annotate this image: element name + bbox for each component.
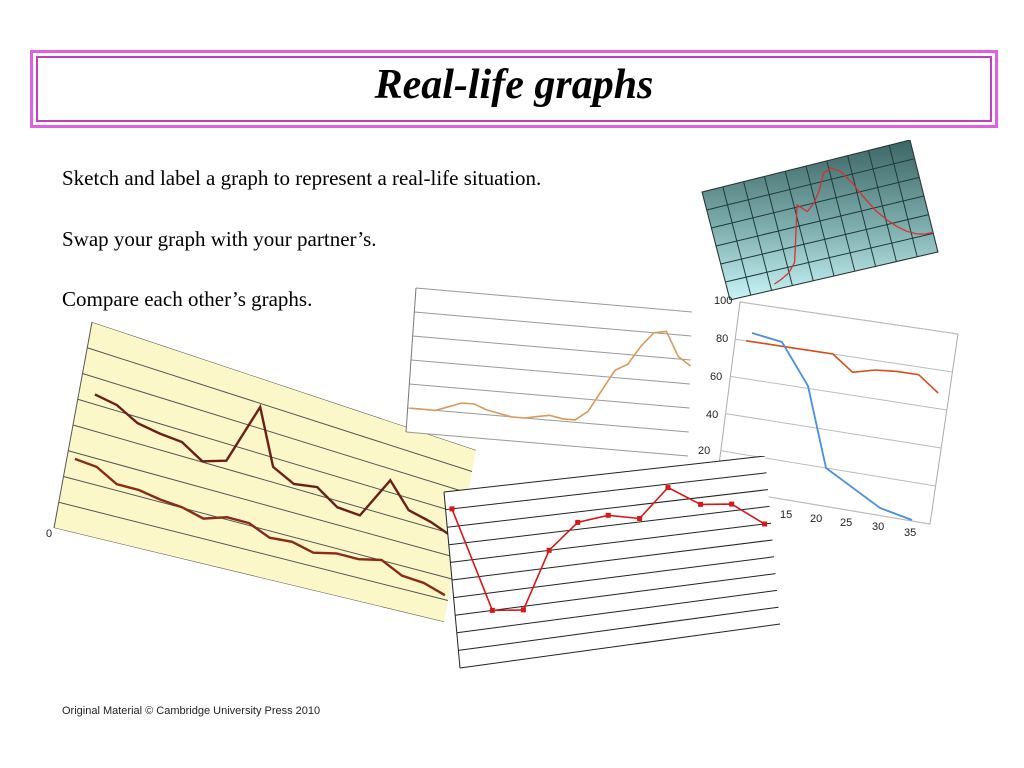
red-graph-data-point — [575, 519, 581, 525]
teal-grid-hline — [702, 140, 911, 193]
red-grid-hline — [451, 539, 773, 581]
teal-grid-hline — [725, 232, 934, 283]
ob-x-tick-label: 35 — [904, 527, 916, 539]
ob-y-tick-label: 20 — [698, 445, 710, 457]
red-graph-data-point — [729, 501, 735, 507]
red-graph-data-point — [546, 547, 552, 553]
teal-grid-hline — [706, 158, 915, 211]
ob-grid-hline — [730, 375, 947, 411]
tan-grid-hline — [414, 311, 692, 337]
tan-grid-hline — [405, 431, 689, 457]
red-graph-background — [444, 456, 780, 668]
title-box: Real-life graphs — [30, 50, 998, 128]
tan-grid-hline — [407, 407, 689, 433]
red-graph-y-axis — [443, 491, 461, 669]
ob-y-tick-label: 80 — [716, 333, 728, 345]
ob-y-tick-label: 40 — [706, 409, 718, 421]
footer-copyright: Original Material © Cambridge University… — [62, 705, 321, 717]
ob-y-tick-label: 100 — [714, 295, 732, 307]
yellow-graph-series-line-upper — [94, 393, 453, 538]
red-grid-hline — [448, 505, 770, 546]
red-graph-data-point — [762, 521, 768, 527]
red-grid-hline — [455, 573, 776, 616]
red-grid-hline — [459, 623, 781, 669]
red-grid-hline — [453, 556, 775, 599]
red-graph-data-point — [489, 607, 495, 613]
ob-y-tick-label: 60 — [710, 371, 722, 383]
yellow-grid-hline — [82, 373, 469, 494]
red-grid-hline — [443, 456, 766, 493]
ob-x-tick-label: 15 — [780, 509, 792, 521]
red-graph-data-point — [637, 515, 643, 521]
ob-x-tick-label: 30 — [872, 521, 884, 533]
tan-graph-y-axis — [405, 287, 417, 433]
teal-graph-series-line — [774, 167, 934, 285]
ob-x-tick-label: 25 — [840, 517, 852, 529]
yellow-grid-hline — [68, 450, 457, 558]
tan-grid-hline — [409, 383, 690, 409]
red-graph-data-point — [698, 501, 704, 507]
red-grid-hline — [450, 522, 772, 563]
tan-grid-hline — [412, 335, 691, 361]
ob-grid-hline — [739, 301, 959, 335]
red-grid-hline — [456, 589, 778, 634]
graph-orange-blue: 100 80 60 40 20 15 20 25 30 35 — [698, 295, 959, 539]
red-grid-hline — [445, 472, 767, 511]
ob-grid-hline — [725, 413, 942, 449]
graph-teal-grid — [701, 140, 939, 300]
yellow-grid-hline — [72, 424, 461, 537]
red-grid-hline — [458, 606, 779, 651]
teal-grid-hline — [720, 214, 929, 265]
yellow-graph-y-axis — [53, 322, 93, 529]
red-graph-data-point — [665, 485, 671, 491]
yellow-graph-zero-tick: 0 — [46, 528, 52, 540]
red-graph-data-point — [449, 506, 455, 512]
teal-grid-hline — [711, 176, 920, 229]
yellow-grid-hline — [87, 347, 473, 472]
instruction-sketch: Sketch and label a graph to represent a … — [62, 166, 542, 190]
graph-yellow: 0 — [46, 322, 476, 622]
yellow-grid-hline — [63, 476, 453, 580]
yellow-graph-series-line-lower — [74, 457, 446, 597]
red-graph-data-point — [605, 512, 611, 518]
teal-grid-hline — [715, 195, 925, 247]
instruction-swap: Swap your graph with your partner’s. — [62, 227, 377, 251]
instruction-compare: Compare each other’s graphs. — [62, 287, 313, 311]
graph-tan-line — [405, 287, 693, 457]
yellow-grid-hline — [58, 501, 449, 601]
red-grid-hline — [447, 489, 769, 528]
graph-red-dots — [443, 456, 781, 669]
tan-graph-series-line — [410, 330, 691, 421]
red-graph-data-point — [520, 607, 526, 613]
blue-graph-series-line — [751, 332, 913, 521]
ob-x-tick-label: 20 — [810, 513, 822, 525]
slide-title: Real-life graphs — [374, 62, 654, 108]
tan-grid-hline — [415, 287, 693, 313]
orange-graph-series-line — [745, 340, 939, 394]
tan-grid-hline — [410, 359, 691, 385]
